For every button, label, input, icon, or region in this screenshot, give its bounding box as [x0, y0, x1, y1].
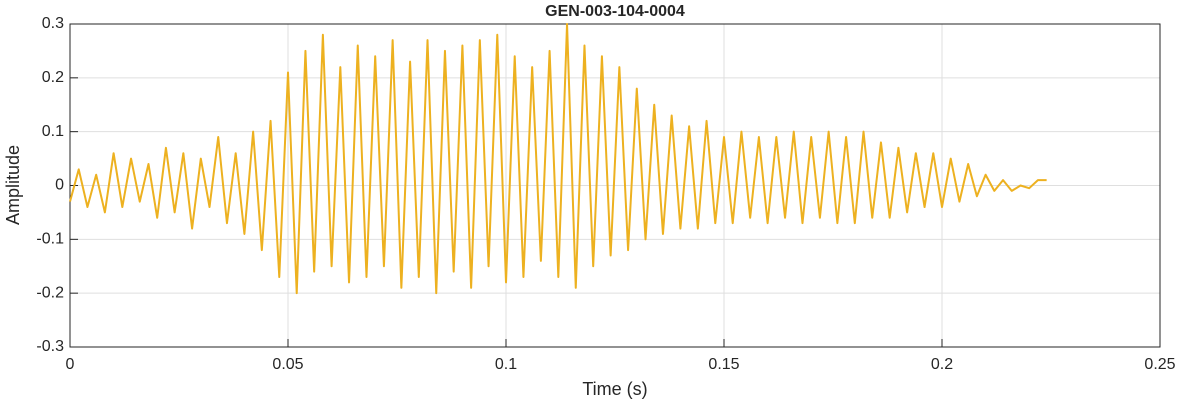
y-tick-label: 0 [55, 177, 64, 194]
x-tick-label: 0 [66, 356, 75, 373]
x-tick-label: 0.15 [708, 356, 739, 373]
y-tick-label: 0.3 [42, 15, 64, 32]
x-axis-label: Time (s) [582, 379, 647, 399]
x-tick-label: 0.05 [272, 356, 303, 373]
axes-box [69, 23, 1161, 348]
x-tick-label: 0.25 [1144, 356, 1175, 373]
y-tick-label: -0.1 [36, 231, 64, 248]
chart-title: GEN-003-104-0004 [545, 3, 685, 20]
y-tick-label: 0.2 [42, 69, 64, 86]
y-axis-label: Amplitude [3, 145, 23, 225]
series-line [69, 23, 1047, 295]
y-tick-label: 0.1 [42, 123, 64, 140]
y-tick-label: -0.2 [36, 284, 64, 301]
y-tick-label: -0.3 [36, 338, 64, 355]
x-tick-label: 0.2 [931, 356, 953, 373]
x-tick-label: 0.1 [495, 356, 517, 373]
